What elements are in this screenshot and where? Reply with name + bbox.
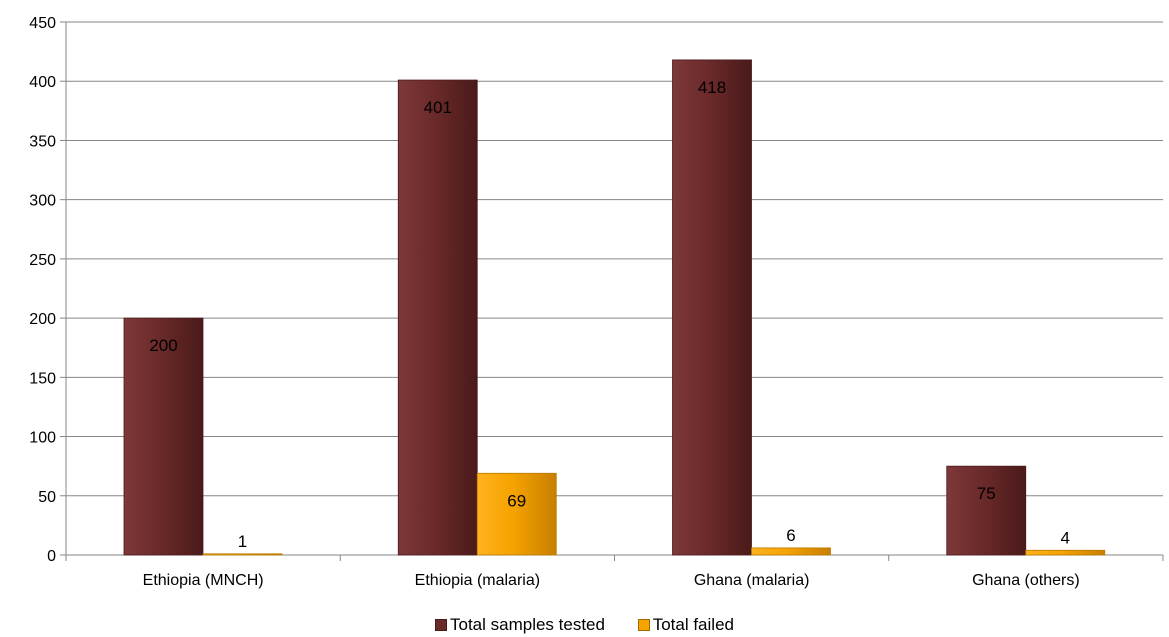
gridlines: [66, 21, 1163, 497]
y-tick-label: 250: [29, 252, 56, 269]
bars: [123, 59, 1106, 556]
data-label-total-failed-ethiopia-malaria: 69: [507, 491, 526, 510]
data-label-total-failed-ethiopia-mnch: 1: [238, 532, 247, 551]
data-labels: 200 401 418 75 1 69 6 4: [149, 78, 1070, 551]
y-tick-label: 150: [29, 370, 56, 387]
legend-label-total-samples-tested: Total samples tested: [450, 614, 605, 634]
y-tick-label: 350: [29, 133, 56, 150]
y-tick-label: 300: [29, 193, 56, 210]
legend-swatch-total-samples-tested: [435, 619, 447, 632]
y-tick-label: 100: [29, 430, 56, 447]
data-label-total-failed-ghana-others: 4: [1061, 528, 1070, 547]
y-tick-label: 450: [29, 15, 56, 32]
bar-total-failed-ethiopia-mnch: [202, 553, 283, 556]
x-tick-label-ethiopia-malaria: Ethiopia (malaria): [415, 572, 540, 589]
legend-item-total-failed: Total failed: [637, 614, 734, 635]
y-tick-label: 50: [38, 489, 56, 506]
bar-total-samples-tested-ghana-malaria: [672, 59, 752, 556]
legend-item-total-samples-tested: Total samples tested: [435, 615, 605, 635]
x-tick-label-ethiopia-mnch: Ethiopia (MNCH): [143, 572, 264, 589]
y-tick-label: 200: [29, 311, 56, 328]
bar-total-failed-ghana-others: [1025, 549, 1106, 556]
axes: 0 50 100 150 200 250 300 350 400 450 Ethiopia (MNC…: [29, 15, 1164, 589]
bar-total-failed-ethiopia-malaria: [476, 472, 557, 556]
bar-total-samples-tested-ghana-others: [946, 465, 1027, 556]
bar-total-samples-tested-ethiopia-mnch: [123, 317, 204, 556]
data-label-total-samples-tested-ghana-malaria: 418: [698, 78, 726, 97]
data-label-total-samples-tested-ethiopia-malaria: 401: [424, 98, 452, 117]
legend-swatch-total-failed: [637, 619, 650, 632]
bar-total-failed-ghana-malaria: [751, 547, 831, 556]
x-tick-label-ghana-others: Ghana (others): [972, 572, 1080, 589]
bar-chart: 0 50 100 150 200 250 300 350 400 450 Ethiopia (MNC…: [29, 15, 1164, 589]
y-tick-label: 0: [47, 548, 56, 565]
data-label-total-samples-tested-ghana-others: 75: [977, 484, 996, 503]
legend-label-total-failed: Total failed: [652, 614, 734, 634]
data-label-total-failed-ghana-malaria: 6: [786, 526, 795, 545]
y-tick-label: 400: [29, 74, 56, 91]
bar-total-samples-tested-ethiopia-malaria: [397, 79, 478, 556]
data-label-total-samples-tested-ethiopia-mnch: 200: [149, 336, 177, 355]
x-tick-label-ghana-malaria: Ghana (malaria): [694, 572, 810, 589]
legend: Total samples tested Total failed: [0, 614, 1169, 635]
